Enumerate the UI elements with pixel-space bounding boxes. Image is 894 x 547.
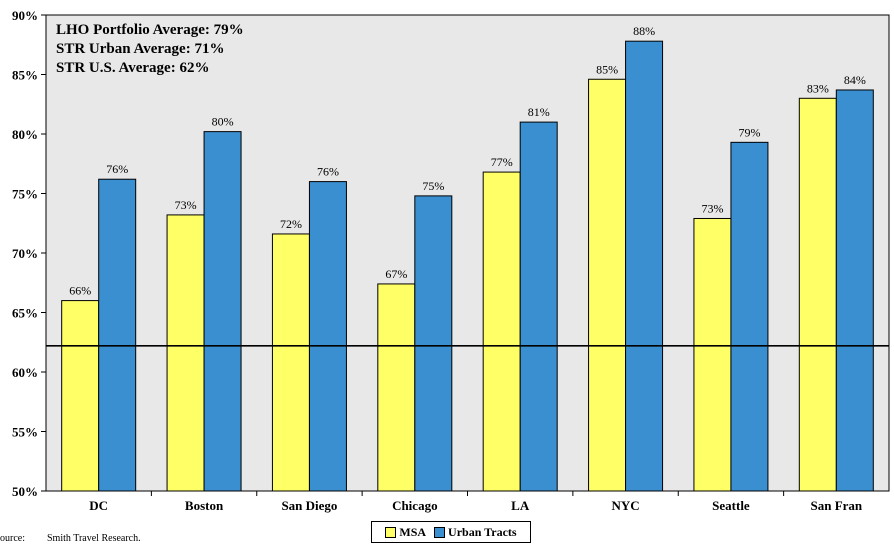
y-tick-label: 55%	[12, 425, 38, 440]
data-label: 81%	[528, 105, 550, 119]
data-label: 80%	[212, 115, 234, 129]
data-label: 77%	[491, 155, 513, 169]
bar	[414, 195, 453, 492]
bar	[203, 131, 242, 492]
data-label: 85%	[596, 62, 618, 76]
legend-swatch-urban-tracts	[434, 526, 446, 538]
chart-legend: MSA Urban Tracts	[371, 521, 531, 543]
bar	[61, 300, 100, 492]
y-tick-label: 85%	[12, 68, 38, 83]
x-tick-label: NYC	[611, 498, 639, 513]
bar	[308, 181, 347, 492]
data-label: 75%	[422, 179, 444, 193]
data-label: 79%	[738, 125, 760, 139]
x-tick-label: Chicago	[392, 498, 438, 513]
y-tick-label: 80%	[12, 127, 38, 142]
annotation-lho-average: LHO Portfolio Average: 79%	[56, 22, 244, 38]
data-label: 88%	[633, 24, 655, 38]
data-label: 84%	[844, 73, 866, 87]
annotation-str-urban-average: STR Urban Average: 71%	[56, 41, 225, 57]
x-tick-label: Seattle	[712, 498, 750, 513]
x-tick-label: LA	[511, 498, 530, 513]
x-tick-label: San Fran	[810, 498, 862, 513]
source-label: ource:	[0, 533, 25, 544]
legend-item-msa: MSA	[385, 525, 426, 540]
y-tick-label: 70%	[12, 246, 38, 261]
y-tick-label: 90%	[12, 8, 38, 23]
bar	[166, 214, 205, 492]
source-text: Smith Travel Research.	[47, 533, 141, 544]
bar	[588, 78, 627, 492]
data-label: 67%	[385, 267, 407, 281]
legend-swatch-msa	[385, 526, 397, 538]
legend-label-msa: MSA	[399, 524, 427, 539]
data-label: 76%	[106, 162, 128, 176]
bar	[693, 217, 732, 492]
y-tick-label: 75%	[12, 187, 38, 202]
legend-label-urban-tracts: Urban Tracts	[448, 524, 517, 539]
y-tick-label: 65%	[12, 306, 38, 321]
x-tick-label: San Diego	[281, 498, 337, 513]
x-tick-label: Boston	[185, 498, 224, 513]
data-label: 73%	[701, 201, 723, 215]
bar	[625, 40, 664, 492]
bar	[798, 97, 837, 492]
legend-item-urban-tracts: Urban Tracts	[434, 525, 517, 540]
bar	[271, 233, 310, 492]
data-label: 73%	[175, 198, 197, 212]
x-tick-label: DC	[89, 498, 108, 513]
data-label: 83%	[807, 81, 829, 95]
y-tick-label: 50%	[12, 484, 38, 499]
data-label: 72%	[280, 217, 302, 231]
bar	[377, 283, 416, 492]
y-tick-label: 60%	[12, 365, 38, 380]
data-label: 66%	[69, 284, 91, 298]
bar	[730, 141, 769, 492]
bar	[519, 121, 558, 492]
bar	[98, 178, 137, 492]
bar	[835, 89, 874, 492]
data-label: 76%	[317, 165, 339, 179]
annotation-str-us-average: STR U.S. Average: 62%	[56, 60, 210, 76]
bar	[482, 171, 521, 492]
